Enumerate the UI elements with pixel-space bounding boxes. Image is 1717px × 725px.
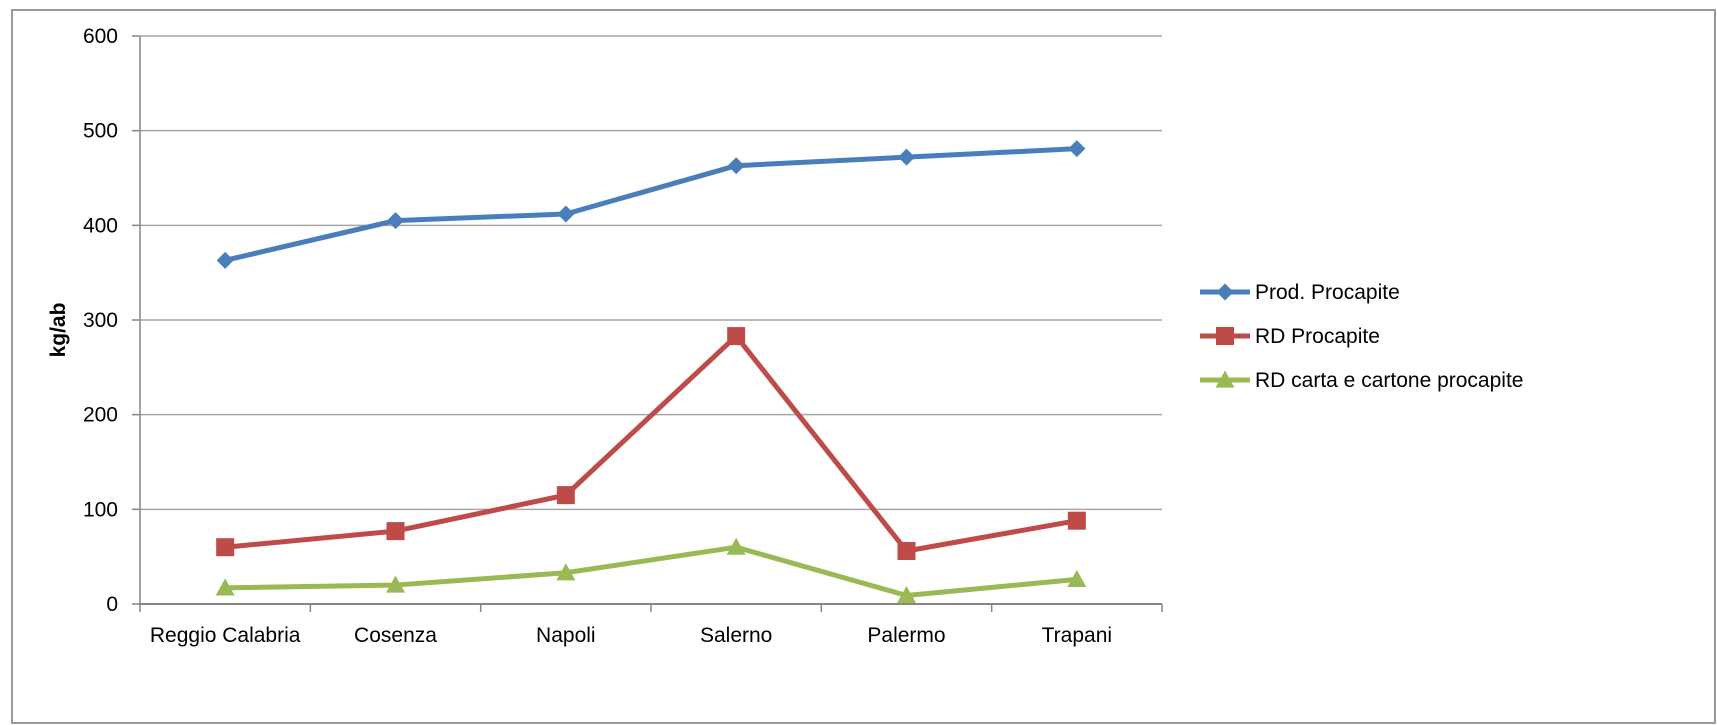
- data-point: [216, 538, 235, 557]
- gridlines: [140, 35, 1162, 511]
- series-2: [216, 327, 1086, 560]
- series-group: [215, 140, 1087, 604]
- legend-item: RD Procapite: [1200, 325, 1380, 348]
- data-point: [1067, 511, 1086, 530]
- legend-marker: [1216, 327, 1234, 345]
- data-point: [727, 327, 746, 346]
- data-point: [386, 522, 405, 541]
- data-point: [556, 486, 575, 505]
- data-point: [897, 585, 916, 604]
- y-tick-label: 200: [83, 404, 118, 427]
- chart-border: [11, 9, 1716, 724]
- y-tick-label: 300: [83, 309, 118, 332]
- legend-marker: [1215, 370, 1235, 388]
- data-point: [557, 205, 575, 223]
- data-point: [726, 537, 746, 555]
- data-point: [387, 212, 404, 230]
- legend-label: RD carta e cartone procapite: [1255, 369, 1523, 392]
- y-tick-label: 500: [83, 120, 118, 143]
- series-line: [224, 146, 1077, 263]
- x-tick-label: Reggio Calabria: [150, 624, 301, 647]
- data-point: [1068, 140, 1086, 158]
- x-tick-label: Salerno: [700, 624, 772, 647]
- data-point: [556, 563, 576, 581]
- data-point: [727, 157, 745, 175]
- data-point: [215, 578, 235, 596]
- series-line: [225, 544, 1078, 598]
- legend: Prod. Procapite RD Procapite RD carta e ca…: [1200, 281, 1523, 392]
- data-point: [898, 148, 915, 166]
- y-tick-label: 400: [83, 214, 118, 237]
- legend-label: Prod. Procapite: [1255, 281, 1400, 304]
- data-point: [897, 541, 916, 560]
- y-tick-label: 100: [83, 498, 118, 521]
- series-line: [224, 333, 1078, 554]
- y-tick-label: 600: [83, 25, 118, 48]
- axes: [132, 35, 1163, 612]
- y-axis-title: kg/ab: [47, 303, 70, 358]
- series-1: [216, 140, 1086, 269]
- data-point: [216, 251, 234, 269]
- data-point: [386, 575, 405, 593]
- tick-labels: 0 100 200 300 400 500 600 Reggio Calabria Cosenz…: [83, 25, 1112, 647]
- x-tick-label: Trapani: [1042, 624, 1112, 647]
- legend-item: RD carta e cartone procapite: [1200, 369, 1523, 392]
- legend-item: Prod. Procapite: [1200, 281, 1400, 304]
- x-tick-label: Cosenza: [354, 624, 437, 647]
- series-3: [215, 537, 1087, 604]
- data-point: [1067, 569, 1087, 587]
- legend-label: RD Procapite: [1255, 325, 1380, 348]
- y-tick-label: 0: [106, 593, 118, 616]
- legend-marker: [1216, 283, 1234, 301]
- x-tick-label: Palermo: [867, 624, 945, 647]
- x-tick-label: Napoli: [536, 624, 596, 647]
